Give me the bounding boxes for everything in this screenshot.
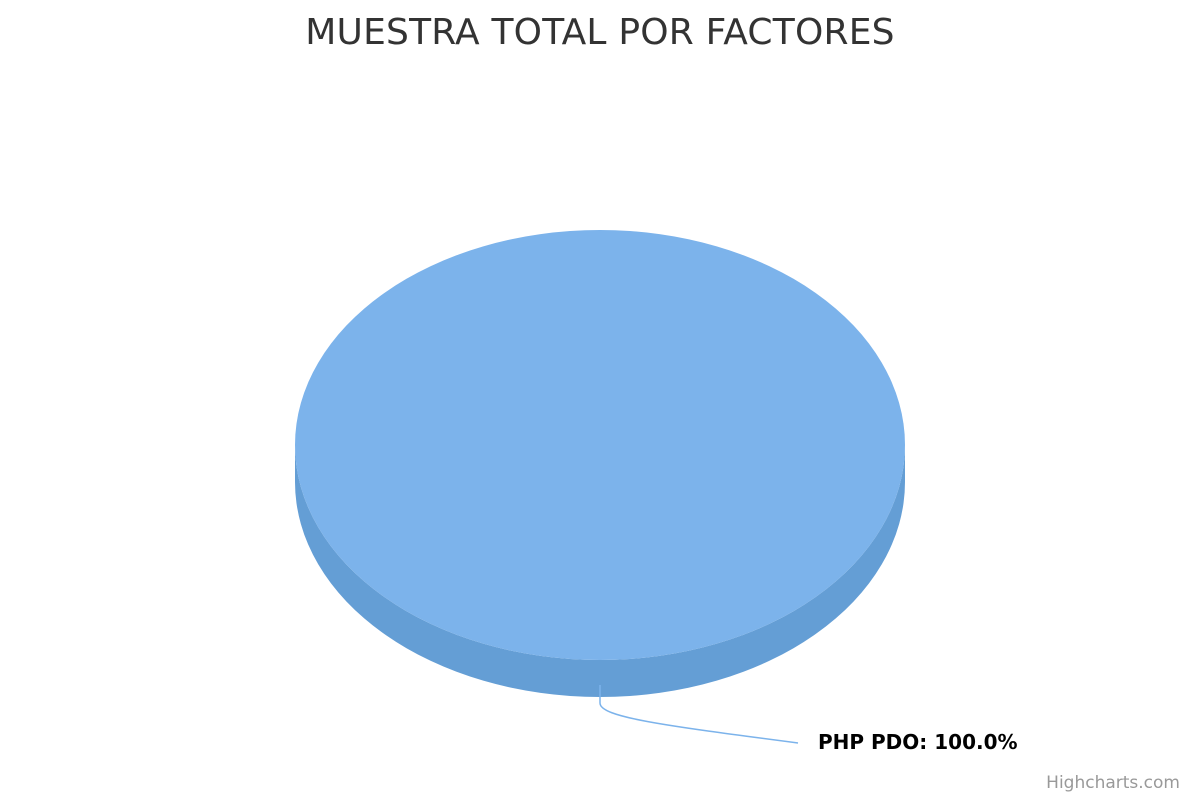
pie-slice-php-pdo-top[interactable] [295, 230, 905, 660]
pie-slices-group [295, 230, 905, 697]
data-label-php-pdo: PHP PDO: 100.0% [818, 730, 1018, 754]
chart-title: MUESTRA TOTAL POR FACTORES [305, 12, 895, 53]
pie-slice-php-pdo-side[interactable] [295, 445, 905, 697]
data-labels-group: PHP PDO: 100.0% [599, 685, 1018, 754]
data-label-connector [599, 685, 799, 744]
credits-link[interactable]: Highcharts.com [1046, 773, 1180, 793]
